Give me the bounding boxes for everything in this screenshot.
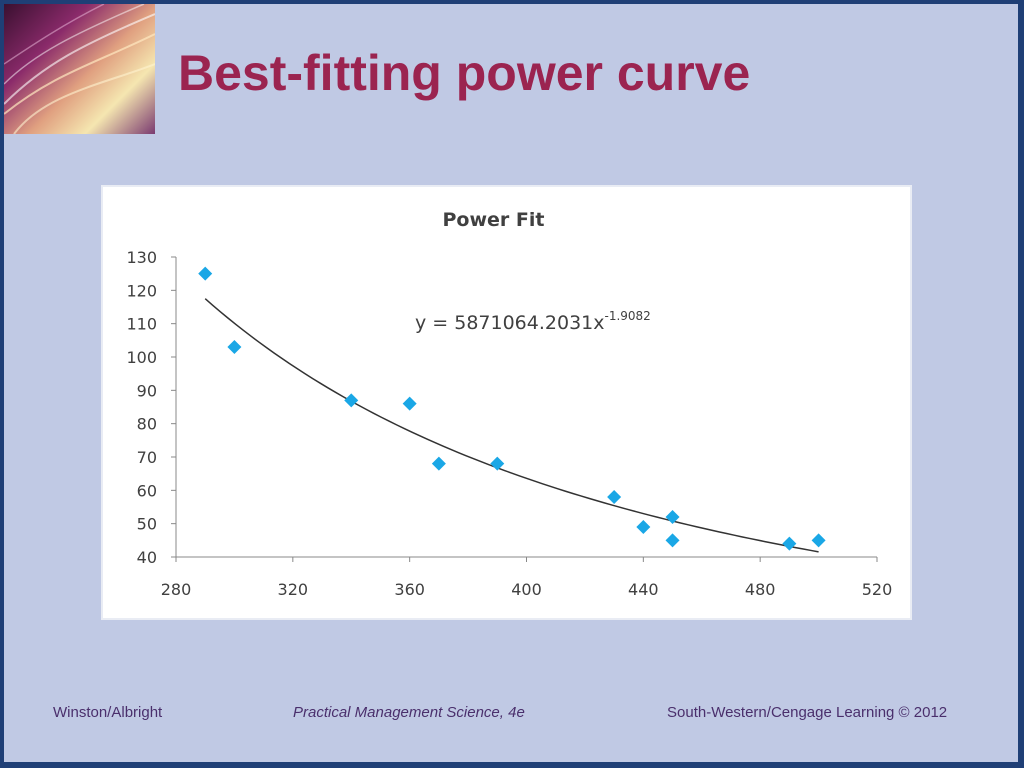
y-tick-label: 130 [126,248,157,267]
y-tick-label: 50 [137,515,157,534]
trendline-equation: y = 5871064.2031x-1.9082 [415,309,651,334]
slide-title: Best-fitting power curve [178,45,751,101]
x-tick-label: 480 [745,580,776,599]
x-tick-label: 440 [628,580,659,599]
data-point [344,393,359,408]
data-point [607,490,622,504]
data-point [227,340,242,354]
y-tick-label: 110 [126,315,157,334]
chart-title: Power Fit [443,209,545,231]
y-tick-label: 120 [126,281,157,300]
y-tick-label: 90 [137,381,157,400]
data-point [198,266,213,281]
footer-publisher: South-Western/Cengage Learning © 2012 [667,704,948,721]
data-point [665,533,680,548]
y-tick-label: 100 [126,348,157,367]
data-point [490,456,505,471]
data-point [782,536,797,551]
swirl-graphic [4,4,155,134]
y-tick-label: 80 [137,415,157,434]
x-tick-label: 520 [862,580,893,599]
x-tick-label: 320 [278,580,309,599]
chart-container: Power Fit 40 50 60 70 80 90 100 110 120 130 280 320 3… [103,187,910,618]
data-point [402,396,417,411]
data-point [665,510,680,524]
footer-book-title: Practical Management Science, 4e [293,704,525,721]
power-fit-chart: Power Fit 40 50 60 70 80 90 100 110 120 130 280 320 3… [126,209,893,599]
power-trendline [204,298,819,553]
slide: Best-fitting power curve Power Fit 40 50 60… [4,4,1018,762]
x-tick-label: 280 [161,580,192,599]
x-tick-label: 360 [394,580,425,599]
y-tick-label: 70 [137,448,157,467]
decorative-corner-image [4,4,155,134]
y-tick-label: 40 [137,548,157,567]
footer-authors: Winston/Albright [53,704,163,721]
data-point [636,520,651,534]
y-tick-label: 60 [137,481,157,500]
data-point [811,533,826,548]
data-point [431,456,446,471]
x-tick-label: 400 [511,580,542,599]
